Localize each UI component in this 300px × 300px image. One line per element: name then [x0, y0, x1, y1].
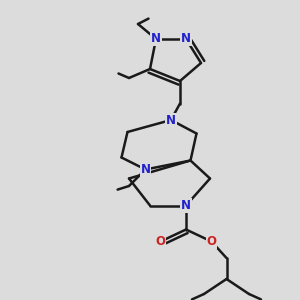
Text: N: N	[181, 199, 191, 212]
Text: N: N	[140, 163, 151, 176]
Text: O: O	[206, 235, 217, 248]
Text: N: N	[151, 32, 161, 46]
Text: O: O	[155, 235, 166, 248]
Text: N: N	[166, 113, 176, 127]
Text: N: N	[181, 32, 191, 46]
